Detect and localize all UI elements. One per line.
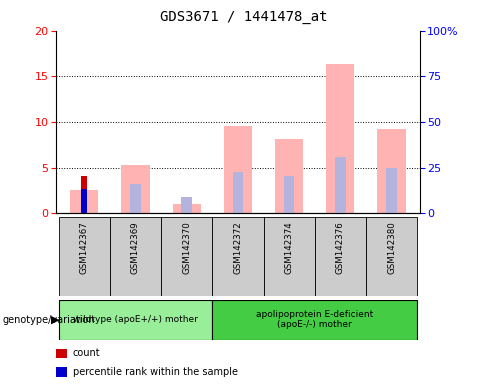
Bar — [81, 189, 87, 213]
Bar — [386, 167, 397, 213]
Text: GSM142380: GSM142380 — [387, 221, 396, 274]
Bar — [59, 300, 212, 340]
Bar — [70, 190, 99, 213]
Bar — [335, 157, 346, 213]
Bar — [122, 165, 149, 213]
Bar — [284, 176, 294, 213]
Text: GSM142374: GSM142374 — [285, 221, 294, 274]
Text: GSM142372: GSM142372 — [233, 221, 243, 274]
Bar — [59, 217, 110, 296]
Bar — [182, 197, 192, 213]
Bar — [366, 217, 417, 296]
Text: GSM142367: GSM142367 — [80, 221, 89, 274]
Bar — [275, 139, 303, 213]
Text: count: count — [73, 348, 101, 358]
Bar — [377, 129, 406, 213]
Text: ▶: ▶ — [51, 314, 60, 325]
Bar — [110, 217, 161, 296]
Bar — [315, 217, 366, 296]
Text: percentile rank within the sample: percentile rank within the sample — [73, 367, 238, 377]
Bar — [81, 176, 87, 213]
Text: GSM142376: GSM142376 — [336, 221, 345, 274]
Bar — [130, 184, 141, 213]
Bar — [224, 126, 252, 213]
Text: apolipoprotein E-deficient
(apoE-/-) mother: apolipoprotein E-deficient (apoE-/-) mot… — [256, 310, 373, 329]
Bar — [161, 217, 212, 296]
Bar — [326, 64, 354, 213]
Bar — [212, 217, 264, 296]
Text: wildtype (apoE+/+) mother: wildtype (apoE+/+) mother — [73, 315, 198, 324]
Bar — [173, 204, 201, 213]
Text: GSM142370: GSM142370 — [182, 221, 191, 274]
Text: genotype/variation: genotype/variation — [2, 314, 95, 325]
Bar — [264, 217, 315, 296]
Bar — [212, 300, 417, 340]
Bar — [233, 172, 243, 213]
Text: GDS3671 / 1441478_at: GDS3671 / 1441478_at — [160, 10, 328, 23]
Text: GSM142369: GSM142369 — [131, 221, 140, 273]
